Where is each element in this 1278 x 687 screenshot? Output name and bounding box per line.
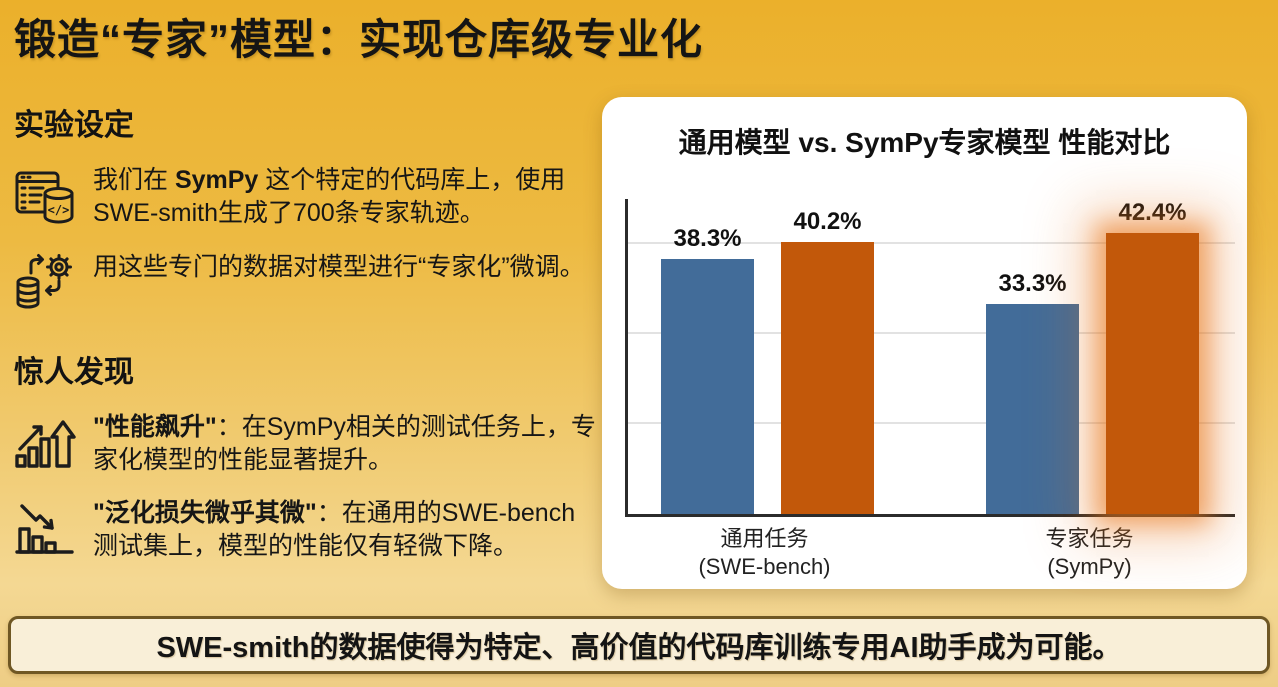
bar-expert-model-swebench — [781, 242, 874, 514]
window-database-code-icon: </> — [14, 164, 78, 228]
bar-group-general: 38.3% 40.2% — [661, 199, 874, 514]
experiment-item-text: 用这些专门的数据对模型进行“专家化”微调。 — [93, 252, 585, 281]
gridline — [628, 332, 1235, 335]
data-finetune-gear-icon — [14, 251, 78, 315]
bar-general-model-swebench — [661, 259, 754, 514]
bar-group-expert: 33.3% 42.4% — [986, 199, 1199, 514]
svg-text:</>: </> — [48, 203, 70, 217]
section-heading-findings: 惊人发现 — [14, 355, 134, 389]
x-category-label: 专家任务 (SymPy) — [1045, 526, 1134, 580]
finding-item-text: "泛化损失微乎其微"：在通用的SWE-bench测试集上，模型的性能仅有轻微下降… — [93, 499, 576, 561]
bar-column: 33.3% — [986, 199, 1079, 514]
rising-bars-icon — [14, 411, 78, 475]
bar-expert-model-sympy — [1106, 233, 1199, 514]
bar-column: 42.4% — [1106, 199, 1199, 514]
bar-column: 38.3% — [661, 199, 754, 514]
section-heading-experiment: 实验设定 — [14, 109, 134, 142]
bar-value-label: 42.4% — [1118, 199, 1187, 226]
chart-title: 通用模型 vs. SymPy专家模型 性能对比 — [678, 127, 1171, 158]
finding-item-text: "性能飙升"：在SymPy相关的测试任务上，专家化模型的性能显著提升。 — [93, 412, 596, 474]
experiment-item: </> 我们在 SymPy 这个特定的代码库上，使用SWE-smith生成了70… — [14, 164, 600, 231]
chart-panel: 通用模型 vs. SymPy专家模型 性能对比 38.3% 40.2% 33.3… — [602, 97, 1247, 589]
gridline — [628, 242, 1235, 245]
x-axis-labels: 通用任务 (SWE-bench) 专家任务 (SymPy) — [625, 525, 1235, 583]
banner: SWE-smith的数据使得为特定、高价值的代码库训练专用AI助手成为可能。 — [8, 616, 1270, 674]
finding-item: "泛化损失微乎其微"：在通用的SWE-bench测试集上，模型的性能仅有轻微下降… — [14, 497, 600, 564]
experiment-item-text: 我们在 SymPy 这个特定的代码库上，使用SWE-smith生成了700条专家… — [93, 166, 566, 228]
bar-value-label: 40.2% — [793, 208, 862, 236]
bar-column: 40.2% — [781, 199, 874, 514]
finding-item: "性能飙升"：在SymPy相关的测试任务上，专家化模型的性能显著提升。 — [14, 411, 600, 478]
bar-value-label: 38.3% — [673, 225, 742, 253]
declining-bars-icon — [14, 497, 78, 561]
left-column: 实验设定 </> 我们在 SymPy 这个特定的代码库上，使用SWE-smith… — [14, 100, 600, 584]
plot-area: 38.3% 40.2% 33.3% 42.4% — [625, 199, 1235, 517]
gridline — [628, 422, 1235, 425]
bar-value-label: 33.3% — [998, 270, 1067, 298]
x-category-label: 通用任务 (SWE-bench) — [698, 526, 831, 580]
bar-general-model-sympy — [986, 304, 1079, 514]
experiment-item: 用这些专门的数据对模型进行“专家化”微调。 — [14, 251, 600, 315]
banner-text: SWE-smith的数据使得为特定、高价值的代码库训练专用AI助手成为可能。 — [156, 632, 1122, 664]
page-title: 锻造“专家”模型：实现仓库级专业化 — [14, 16, 704, 63]
